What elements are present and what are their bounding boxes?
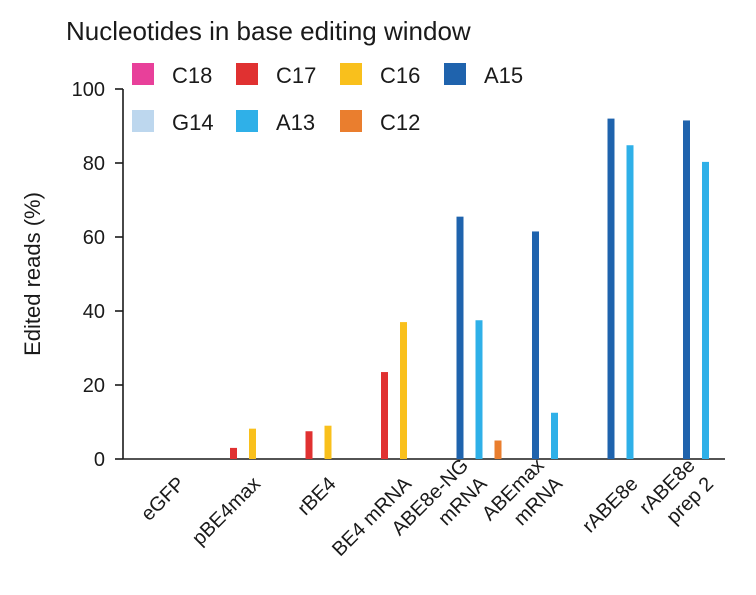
category-label-line: pBE4max [188,473,265,550]
legend-swatch-a13 [236,110,258,132]
legend-label-c18: C18 [172,63,212,88]
legend-label-a13: A13 [276,110,315,135]
bar-a15 [683,120,690,459]
legend-label-c17: C17 [276,63,316,88]
bar-a15 [532,231,539,459]
bar-c16 [324,425,332,459]
y-tick-label: 100 [72,79,105,101]
legend-swatch-c16 [340,63,362,85]
bar-a13 [551,412,558,459]
chart-title: Nucleotides in base editing window [66,16,471,46]
bar-a13 [626,145,634,460]
bar-c17 [305,431,313,459]
bar-a13 [475,320,483,459]
bar-c16 [249,428,256,459]
legend: C18 C17 C16 A15 G14 A13 C12 [132,63,523,135]
bar-c17 [381,372,388,459]
legend-label-a15: A15 [484,63,523,88]
bar-c16 [400,322,407,459]
legend-swatch-c12 [340,110,362,132]
category-label-line: rBE4 [293,473,340,520]
bar-a13 [702,161,709,459]
category-label: rABE8e [578,473,642,537]
bar-a15 [456,216,464,459]
category-label-line: eGFP [137,473,190,526]
y-tick-label: 80 [83,153,105,175]
category-label: pBE4max [188,473,265,550]
legend-swatch-a15 [444,63,466,85]
category-label: eGFP [137,473,190,526]
y-tick-label: 60 [83,227,105,249]
y-tick-label: 0 [94,449,105,471]
bar-c12 [494,440,502,459]
legend-label-c12: C12 [380,110,420,135]
bar-a15 [607,118,615,459]
legend-label-g14: G14 [172,110,214,135]
bars [230,118,709,460]
legend-swatch-c17 [236,63,258,85]
legend-label-c16: C16 [380,63,420,88]
legend-swatch-g14 [132,110,154,132]
y-axis-title: Edited reads (%) [20,192,45,356]
y-ticks: 0 20 40 60 80 100 [72,79,123,471]
y-tick-label: 20 [83,375,105,397]
legend-swatch-c18 [132,63,154,85]
y-tick-label: 40 [83,301,105,323]
category-label-line: rABE8e [578,473,642,537]
bar-c17 [230,447,237,459]
category-label: rBE4 [293,473,340,520]
